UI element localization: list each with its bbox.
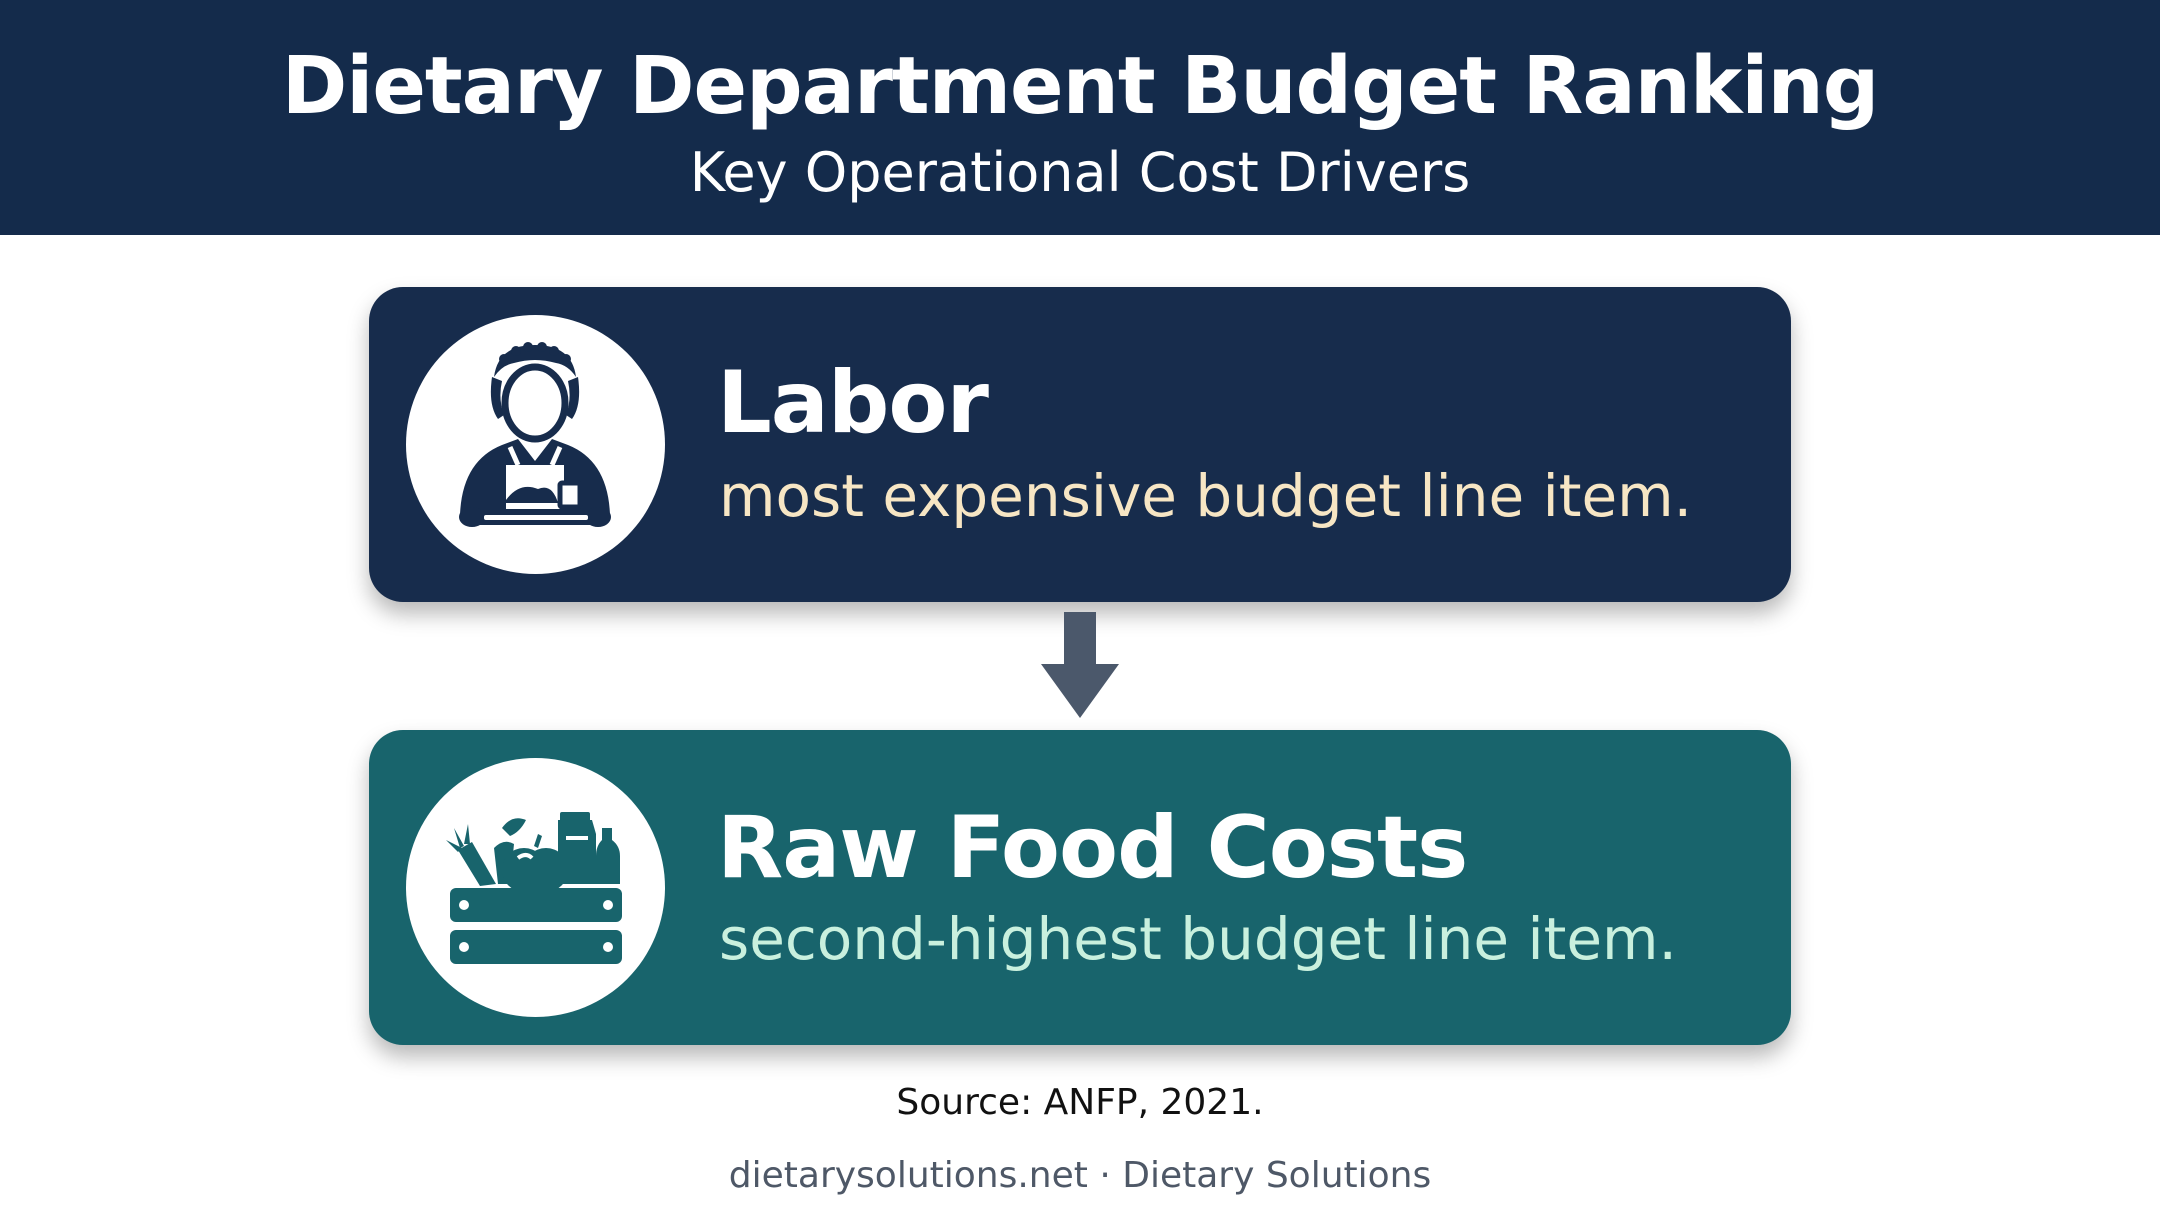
labor-description: most expensive budget line item. [719, 462, 1693, 530]
footer-credit: dietarysolutions.net · Dietary Solutions [728, 1155, 1432, 1196]
raw-food-costs-title: Raw Food Costs [717, 798, 1468, 898]
raw-food-costs-card: Raw Food Costs second-highest budget lin… [369, 730, 1791, 1045]
food-icon-circle [406, 758, 665, 1017]
labor-title: Labor [717, 353, 989, 453]
page-title: Dietary Department Budget Ranking [281, 40, 1880, 132]
source-citation: Source: ANFP, 2021. [896, 1082, 1264, 1123]
labor-card: Labor most expensive budget line item. [369, 287, 1791, 602]
labor-icon-circle [406, 315, 665, 574]
page-subtitle: Key Operational Cost Drivers [689, 141, 1471, 204]
header-banner: Dietary Department Budget Ranking Key Op… [0, 0, 2160, 235]
produce-crate-icon [446, 812, 622, 964]
arrow-down-icon [1041, 612, 1119, 718]
raw-food-costs-description: second-highest budget line item. [719, 905, 1677, 973]
food-service-worker-icon [459, 342, 611, 527]
